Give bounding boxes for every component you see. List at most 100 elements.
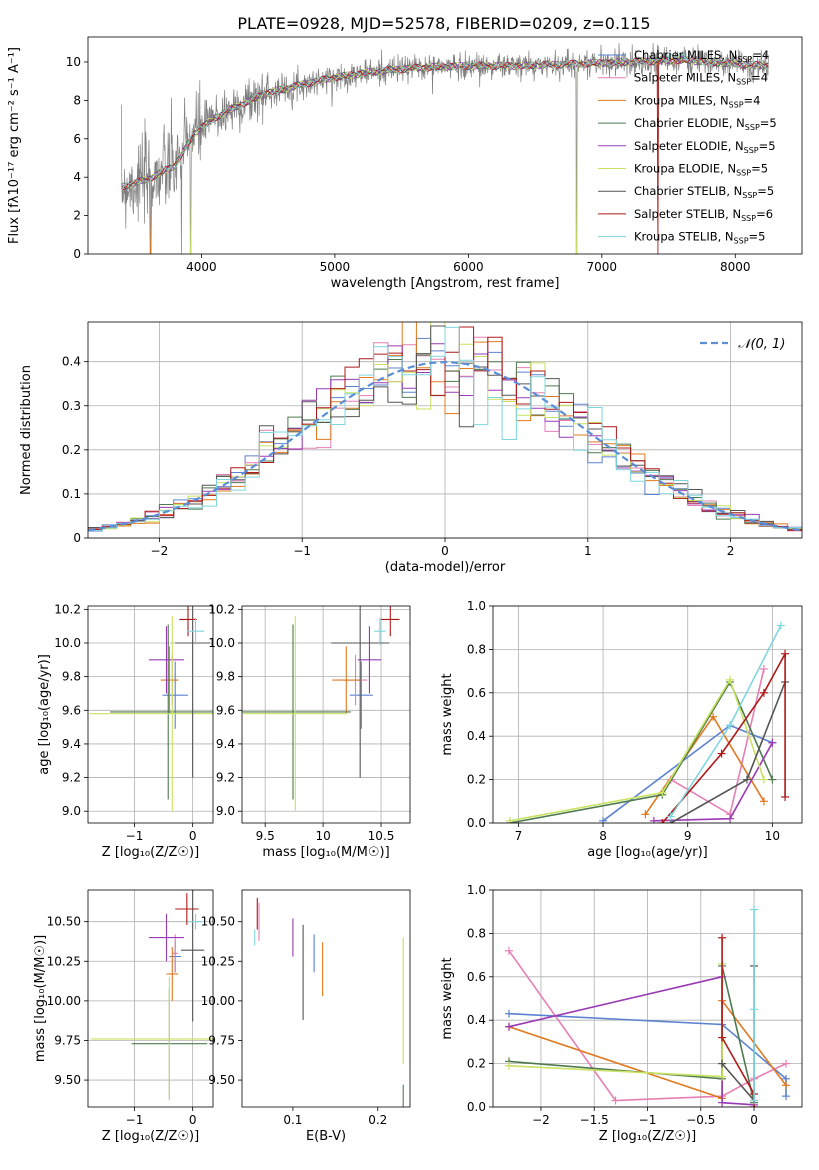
errorbar-point-salpeter-stelib: [179, 606, 197, 637]
x-tick-label: 0: [441, 544, 449, 558]
weight-marker: [759, 664, 768, 673]
weight-marker: [505, 816, 514, 823]
weight-marker: [726, 721, 735, 730]
grid-lines: [242, 606, 410, 823]
weight-line: [670, 625, 782, 817]
histogram-step-salpeter-stelib: [88, 326, 802, 531]
weight-marker: [599, 816, 608, 823]
weight-marker: [718, 1098, 727, 1107]
y-tick-label: 0.3: [62, 399, 81, 413]
weight-series-salpeter-miles: [666, 664, 768, 819]
y-tick-label: 9.0: [62, 804, 81, 818]
x-tick-label: 8: [599, 829, 607, 843]
x-tick-label: 4000: [186, 260, 217, 274]
weight-line: [508, 975, 755, 1106]
errorbar-point-kroupa-elodie: [90, 977, 213, 1101]
y-tick-label: 0.6: [467, 970, 486, 984]
y-tick-label: 0.4: [467, 1013, 486, 1027]
weight-marker: [750, 1005, 759, 1014]
y-tick-label: 10.25: [47, 954, 81, 968]
y-tick-label: 9.0: [216, 804, 235, 818]
y-axis-label: mass [log₁₀(M/M☉)]: [33, 935, 48, 1062]
residual-histogram-panel: −2 −1 0 1 2 0 0.1 0.2 0.3 0.4 (data-model)/error No…: [19, 321, 803, 575]
plot-area: [242, 606, 400, 812]
axis-group: −1 0 9.0 9.2 9.4 9.6 9.8 10.0 10.2 Z [log₁₀(Z/Z☉)…: [37, 602, 214, 860]
weight-marker: [768, 775, 777, 784]
plot-area: [121, 43, 769, 254]
y-tick-label: 9.8: [62, 670, 81, 684]
age-vs-metallicity-panel: −1 0 9.0 9.2 9.4 9.6 9.8 10.0 10.2 Z [log₁₀(Z/Z☉)…: [37, 602, 214, 860]
y-tick-label: 1.0: [467, 883, 486, 897]
x-axis-label: Z [log₁₀(Z/Z☉)]: [102, 845, 199, 860]
y-axis-label: mass weight: [440, 673, 455, 755]
y-tick-label: 0.6: [467, 686, 486, 700]
weight-marker: [504, 1009, 513, 1018]
y-tick-label: 9.75: [54, 1033, 81, 1047]
x-tick-label: 10: [315, 829, 330, 843]
errorbar-point-chabrier-miles: [349, 661, 373, 729]
y-tick-label: 0.1: [62, 487, 81, 501]
figure-title: PLATE=0928, MJD=52578, FIBERID=0209, z=0…: [237, 14, 650, 33]
y-tick-label: 2: [73, 209, 81, 223]
errorbar-point-kroupa-elodie: [243, 616, 348, 812]
x-axis-label: Z [log₁₀(Z/Z☉)]: [102, 1129, 199, 1144]
weight-marker: [768, 738, 777, 747]
weight-series-kroupa-elodie: [505, 675, 768, 823]
errorbar-point-salpeter-miles: [172, 934, 179, 973]
y-tick-label: 9.75: [208, 1033, 235, 1047]
weight-vs-age-panel: 7 8 9 10 0.0 0.2 0.4 0.6 0.8 1.0 age [log₁₀(age/yr…: [440, 599, 803, 860]
weight-marker: [649, 816, 658, 823]
weight-marker: [504, 1061, 513, 1070]
grid-lines: [493, 889, 802, 1108]
y-tick-label: 4: [73, 170, 81, 184]
x-tick-label: 5000: [320, 260, 351, 274]
plot-area: [504, 905, 791, 1107]
errorbar-point-chabrier-elodie: [242, 624, 351, 800]
x-tick-label: 2: [727, 544, 735, 558]
weight-line: [508, 965, 755, 1103]
x-tick-label: −1.5: [580, 1113, 609, 1127]
weight-line: [661, 653, 786, 823]
plot-area: [90, 890, 213, 1101]
y-tick-label: 0.0: [467, 816, 486, 830]
weight-line: [670, 668, 765, 816]
weight-series-chabrier-elodie: [505, 677, 777, 823]
axes-frame: [241, 889, 411, 1108]
legend-entry: Salpeter MILES, NSSP=4: [634, 71, 768, 87]
y-tick-label: 10.2: [54, 602, 81, 616]
x-axis-label: E(B-V): [306, 1129, 346, 1144]
y-tick-label: 0.8: [467, 642, 486, 656]
weight-marker: [718, 1072, 727, 1081]
y-axis-label: Normed distribution: [19, 365, 34, 495]
errorbar-point-kroupa-miles: [332, 646, 361, 714]
weight-marker: [726, 814, 735, 823]
errorbar-point-chabrier-stelib: [175, 606, 211, 778]
grid-lines: [493, 605, 802, 824]
plot-area: [88, 322, 802, 532]
histogram-legend: 𝒩(0, 1): [700, 337, 785, 352]
x-tick-label: −1: [126, 1113, 144, 1127]
axis-group: −1 0 9.50 9.75 10.00 10.25 10.50 Z [log₁₀(Z/Z☉)…: [33, 889, 214, 1144]
x-tick-label: −2: [151, 544, 169, 558]
y-tick-label: 9.6: [62, 703, 81, 717]
x-tick-label: 6000: [453, 260, 484, 274]
y-tick-label: 0.2: [62, 443, 81, 457]
weight-series-salpeter-elodie: [504, 972, 759, 1107]
axes-frame: [87, 889, 214, 1108]
x-axis-label: mass [log₁₀(M/M☉)]: [262, 845, 389, 860]
weight-marker: [718, 933, 727, 942]
spectrum-panel: 4000 5000 6000 7000 8000 0 2 4 6 8 10 wavelength [A…: [7, 36, 803, 291]
errorbar-point-salpeter-elodie: [149, 913, 184, 962]
legend-entry: Kroupa MILES, NSSP=4: [634, 93, 760, 109]
axes-frame: [87, 321, 803, 539]
histogram-step-kroupa-stelib: [88, 326, 802, 531]
model-line-kroupa-stelib: [121, 52, 769, 191]
errorbar-point-chabrier-miles: [162, 661, 188, 729]
weight-marker: [782, 1092, 791, 1101]
weight-marker: [504, 946, 513, 955]
weight-marker: [641, 810, 650, 819]
weight-marker: [726, 675, 735, 684]
weight-marker: [750, 905, 759, 914]
x-axis-label: wavelength [Angstrom, rest frame]: [331, 276, 560, 291]
